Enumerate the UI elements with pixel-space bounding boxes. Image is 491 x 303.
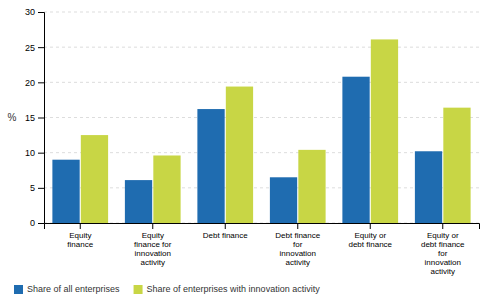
tick-label-line: Debt finance: [275, 231, 320, 240]
tick-mark: [38, 12, 44, 13]
tick: 20: [25, 78, 44, 88]
series: [81, 39, 471, 223]
tick-mark: [38, 118, 44, 119]
tick-mark: [38, 153, 44, 154]
tick: 25: [25, 43, 44, 53]
tick-label: Equityfinance forinnovationactivity: [134, 231, 172, 268]
legend-label: Share of all enterprises: [27, 284, 120, 294]
tick-mark: [38, 47, 44, 48]
tick-label-line: Equity or: [354, 231, 386, 240]
tick: Equityfinance forinnovationactivity: [134, 223, 172, 267]
grid-line: [44, 152, 479, 153]
tick-label: Debt finance: [203, 231, 248, 240]
tick-label-line: Debt finance: [203, 231, 248, 240]
tick: Debt financeforinnovationactivity: [275, 223, 320, 267]
bar: [52, 160, 79, 223]
tick-label-line: innovation: [425, 258, 461, 267]
tick: 5: [30, 183, 44, 193]
axis-line: [45, 224, 480, 230]
axis-title: %: [8, 112, 17, 123]
grid-line: [44, 47, 479, 48]
tick: 10: [25, 148, 44, 158]
tick: Equity ordebt finance: [348, 223, 392, 249]
tick-label: 0: [30, 218, 35, 228]
tick-label: 25: [25, 43, 35, 53]
tick-label-line: activity: [141, 258, 165, 267]
tick-label-line: activity: [286, 258, 310, 267]
tick-mark: [38, 188, 44, 189]
bar: [81, 135, 108, 223]
tick-label-line: Equity: [69, 231, 91, 240]
bar: [298, 150, 325, 223]
tick-label-line: innovation: [135, 249, 171, 258]
tick-label: 15: [25, 113, 35, 123]
tick: Equity ordebt financeforinnovationactivi…: [421, 223, 465, 276]
legend: Share of all enterprises Share of enterpr…: [14, 284, 320, 294]
tick-label: Debt financeforinnovationactivity: [275, 231, 320, 268]
tick-label-line: innovation: [280, 249, 316, 258]
grid-line: [44, 187, 479, 188]
tick-label-line: for: [293, 240, 303, 249]
bar: [153, 155, 180, 223]
tick-label: 10: [25, 148, 35, 158]
tick-mark: [152, 223, 153, 229]
chart: 051015202530%EquityfinanceEquityfinance …: [0, 0, 491, 303]
tick: Debt finance: [203, 223, 248, 240]
tick: 15: [25, 113, 44, 123]
grid-line: [44, 82, 479, 83]
tick-label: 30: [25, 7, 35, 17]
tick: Equityfinance: [67, 223, 93, 249]
bar: [226, 87, 253, 223]
tick: 30: [25, 7, 44, 17]
tick-label-line: activity: [431, 267, 455, 276]
bar: [270, 177, 297, 223]
tick: 0: [30, 218, 44, 228]
tick-label-line: debt finance: [348, 240, 392, 249]
tick-mark: [297, 223, 298, 229]
tick-label: Equity ordebt finance: [348, 231, 392, 249]
bar: [342, 77, 369, 223]
legend-item: Share of all enterprises: [14, 284, 120, 294]
tick-label-line: finance: [67, 240, 93, 249]
tick-label: Equityfinance: [67, 231, 93, 249]
grid: [44, 12, 479, 223]
tick-label-line: Equity: [142, 231, 164, 240]
bar: [415, 151, 442, 223]
tick-mark: [370, 223, 371, 229]
tick-mark: [225, 223, 226, 229]
tick-label-line: Equity or: [427, 231, 459, 240]
bar: [443, 108, 470, 223]
grid-line: [44, 12, 479, 13]
tick-mark: [442, 223, 443, 229]
x-axis: EquityfinanceEquityfinance forinnovation…: [45, 223, 480, 276]
legend-label: Share of enterprises with innovation act…: [147, 284, 321, 294]
bars: [52, 39, 470, 223]
tick-mark: [38, 223, 44, 224]
tick-label: Equity ordebt financeforinnovationactivi…: [421, 231, 465, 277]
tick-label-line: finance for: [134, 240, 172, 249]
y-axis: 0 5 10 15 20 25 30: [25, 7, 45, 228]
tick-mark: [80, 223, 81, 229]
bar: [197, 109, 224, 223]
tick-label: 20: [25, 78, 35, 88]
tick-mark: [38, 82, 44, 83]
axis-line: [38, 13, 45, 224]
bar: [125, 180, 152, 223]
tick-label-line: for: [438, 249, 448, 258]
legend-swatch: [14, 285, 23, 294]
grid-line: [44, 117, 479, 118]
bar: [371, 39, 398, 223]
tick-label-line: debt finance: [421, 240, 465, 249]
tick-label: 5: [30, 183, 35, 193]
legend-item: Share of enterprises with innovation act…: [134, 284, 321, 294]
legend-swatch: [134, 285, 143, 294]
plot: 051015202530%EquityfinanceEquityfinance …: [8, 7, 480, 276]
